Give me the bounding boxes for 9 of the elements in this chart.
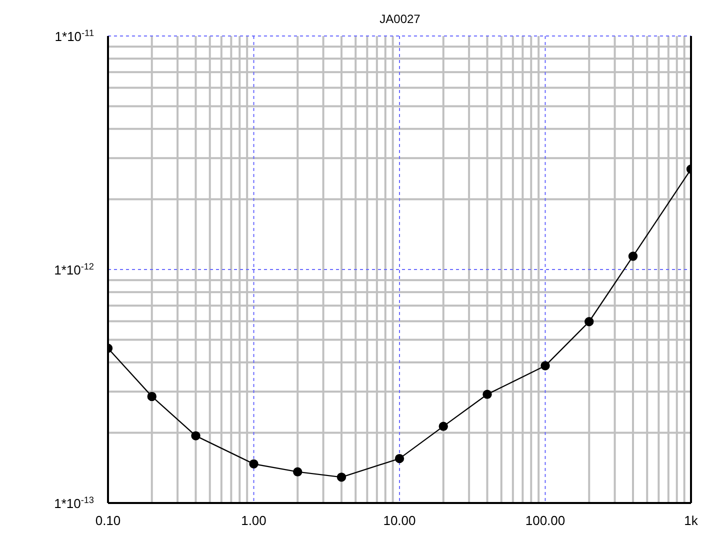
y-tick-label: 1*10$^{-13}$ [54, 495, 94, 511]
x-tick-label: 1k [684, 513, 698, 528]
x-tick-label: 100.00 [525, 513, 566, 528]
x-tick-label: 0.10 [95, 513, 121, 528]
y-tick-label: 1*10$^{-12}$ [54, 262, 94, 278]
y-tick-label: 1*10$^{-11}$ [54, 28, 94, 44]
x-tick-label: 10.00 [383, 513, 416, 528]
chart-title: JA0027 [378, 12, 422, 26]
x-tick-label: 1.00 [241, 513, 266, 528]
